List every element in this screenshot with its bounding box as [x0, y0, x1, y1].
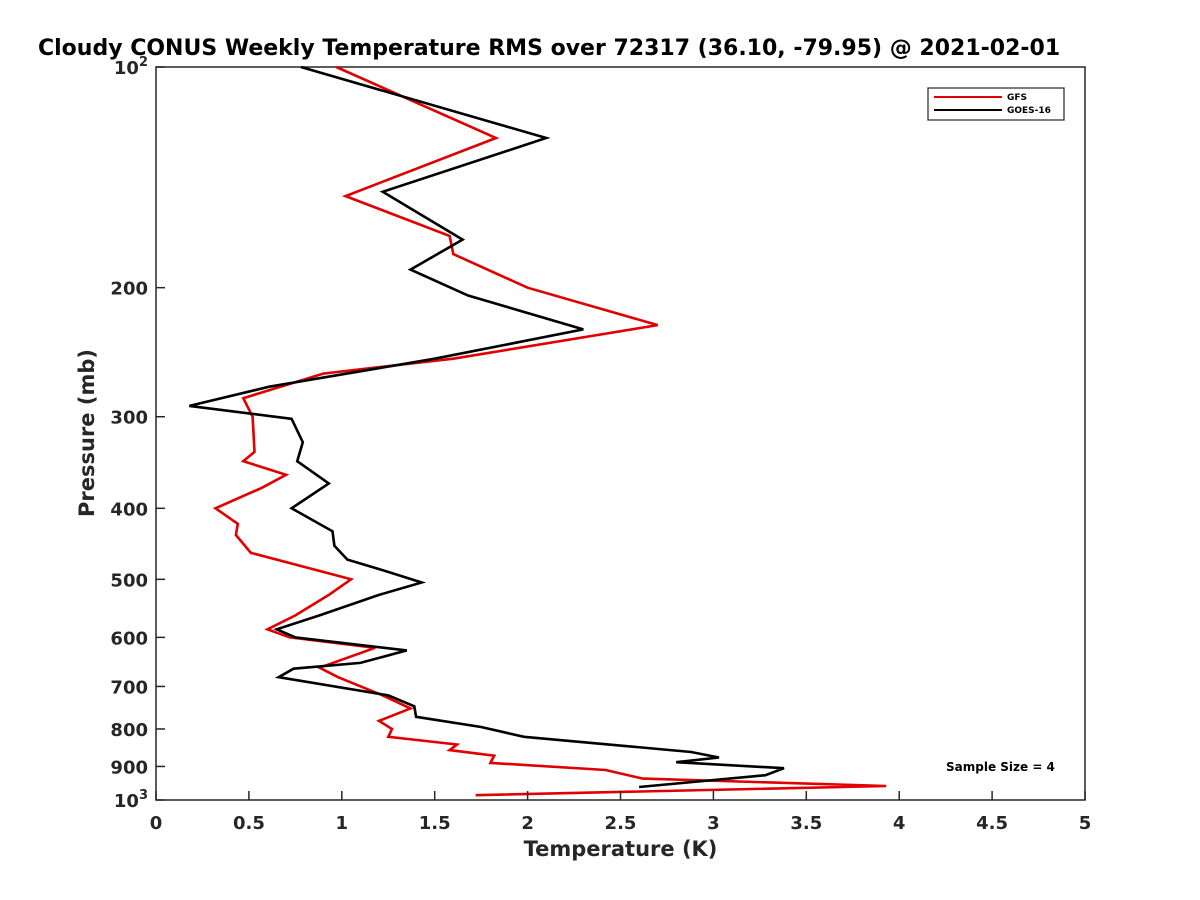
y-tick-label: 600	[110, 628, 148, 649]
x-tick-label: 2	[521, 813, 534, 834]
plot-area-frame	[155, 66, 1086, 801]
series-layer	[189, 65, 887, 797]
y-tick-label: 900	[110, 757, 148, 778]
legend: GFS GOES-16	[927, 87, 1065, 121]
y-tick-label: 800	[110, 720, 148, 741]
x-tick-label: 3	[707, 813, 720, 834]
y-tick-label: 102	[114, 55, 148, 79]
y-tick-label: 300	[110, 408, 148, 429]
y-tick-label: 200	[110, 279, 148, 300]
sample-size-annotation: Sample Size = 4	[946, 760, 1055, 774]
x-tick-label: 0	[150, 813, 163, 834]
x-tick-label: 4.5	[976, 813, 1008, 834]
x-tick-label: 5	[1079, 813, 1092, 834]
y-tick-label: 700	[110, 677, 148, 698]
y-axis: 102 200 300 400 500 600 700 800 900 103	[110, 55, 165, 812]
x-tick-label: 4	[893, 813, 906, 834]
chart-title: Cloudy CONUS Weekly Temperature RMS over…	[38, 36, 1060, 61]
x-tick-label: 1.5	[419, 813, 451, 834]
y-tick-label: 500	[110, 570, 148, 591]
series-line-gfs	[212, 65, 887, 797]
x-tick-label: 2.5	[605, 813, 637, 834]
legend-label-goes-16: GOES-16	[1007, 106, 1051, 116]
legend-box	[927, 87, 1065, 121]
x-axis-label: Temperature (K)	[524, 837, 718, 861]
x-axis: 0 0.5 1 1.5 2 2.5 3 3.5 4 4.5 5	[150, 791, 1092, 834]
x-tick-label: 1	[336, 813, 349, 834]
y-tick-label: 103	[114, 788, 148, 812]
x-tick-label: 0.5	[233, 813, 265, 834]
y-tick-label: 400	[110, 499, 148, 520]
legend-label-gfs: GFS	[1007, 93, 1027, 103]
series-line-goes-16	[189, 65, 785, 789]
y-axis-label: Pressure (mb)	[75, 349, 99, 517]
x-tick-label: 3.5	[790, 813, 822, 834]
